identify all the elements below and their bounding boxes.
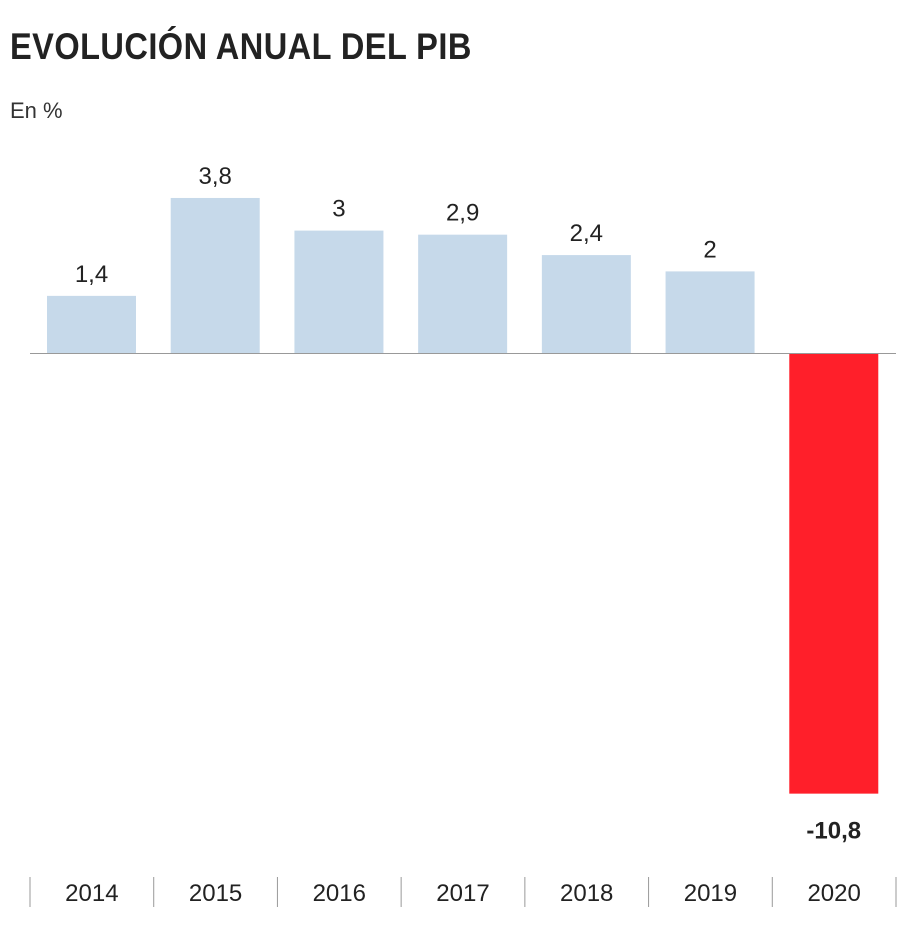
bar-2016 bbox=[294, 230, 384, 353]
bar-2019 bbox=[665, 271, 755, 353]
value-label-2017: 2,9 bbox=[446, 200, 479, 227]
value-label-2018: 2,4 bbox=[570, 220, 603, 247]
bar-2014 bbox=[47, 295, 136, 353]
value-label-2014: 1,4 bbox=[75, 261, 108, 288]
chart-title: EVOLUCIÓN ANUAL DEL PIB bbox=[10, 26, 472, 67]
value-label-2016: 3 bbox=[332, 196, 345, 223]
x-axis: 2014 2015 2016 2017 2018 2019 2020 bbox=[29, 877, 897, 907]
x-tick-label-2019: 2019 bbox=[684, 880, 737, 907]
bar-2017 bbox=[418, 234, 508, 353]
x-tick-label-2016: 2016 bbox=[313, 880, 366, 907]
value-label-2019: 2 bbox=[703, 236, 716, 263]
value-labels-layer: 1,4 3,8 3 2,9 2,4 2 -10,8 bbox=[75, 163, 861, 845]
chart-subtitle: En % bbox=[10, 98, 63, 123]
x-tick-label-2020: 2020 bbox=[807, 880, 860, 907]
x-tick-label-2014: 2014 bbox=[65, 880, 118, 907]
x-tick-label-2018: 2018 bbox=[560, 880, 613, 907]
bars-layer bbox=[47, 197, 879, 794]
x-tick-label-2015: 2015 bbox=[189, 880, 242, 907]
value-label-2015: 3,8 bbox=[199, 163, 232, 190]
bar-2020 bbox=[789, 353, 879, 794]
bar-2015 bbox=[170, 197, 260, 353]
bar-2018 bbox=[541, 255, 631, 353]
value-label-2020: -10,8 bbox=[806, 818, 861, 845]
x-tick-label-2017: 2017 bbox=[436, 880, 489, 907]
